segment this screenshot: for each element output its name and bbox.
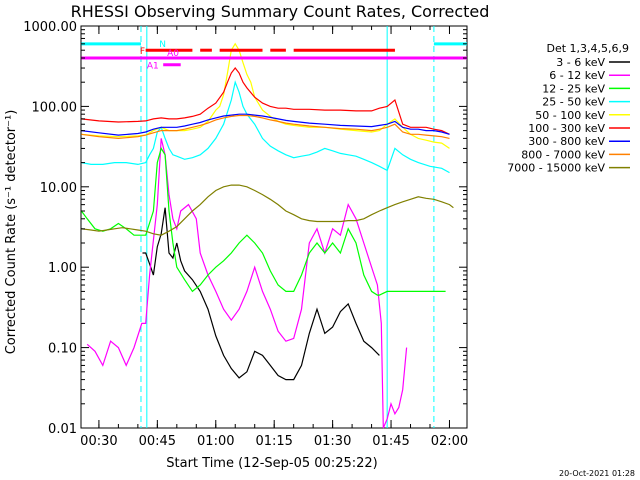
y-axis: 1000.00 100.00 10.00 1.00 0.10 0.01	[23, 20, 467, 437]
legend-label: 100 - 300 keV	[528, 122, 605, 135]
x-tick-label: 00:30	[80, 434, 117, 449]
y-tick-label: 0.01	[48, 422, 77, 437]
series-line	[81, 114, 450, 140]
series-line	[81, 113, 450, 136]
x-tick-label: 00:45	[139, 434, 176, 449]
legend-label: 6 - 12 keV	[549, 69, 605, 82]
legend-label: 12 - 25 keV	[542, 82, 605, 95]
series-line	[86, 138, 408, 429]
x-tick-label: 01:45	[372, 434, 409, 449]
y-tick-label: 100.00	[32, 100, 78, 115]
series-line	[81, 67, 450, 135]
legend-label: 50 - 100 keV	[535, 109, 605, 122]
chart-title: RHESSI Observing Summary Count Rates, Co…	[71, 2, 490, 21]
flag-label: F	[140, 47, 145, 57]
plot-area: N F A0 A1	[80, 25, 468, 429]
y-tick-label: 10.00	[40, 181, 77, 196]
footer-timestamp: 20-Oct-2021 01:28	[559, 469, 635, 478]
series-line	[80, 146, 446, 296]
y-axis-label: Corrected Count Rate (s⁻¹ detector⁻¹)	[4, 110, 19, 355]
series-line	[81, 184, 454, 236]
legend-label: 25 - 50 keV	[542, 96, 605, 109]
x-tick-label: 01:30	[314, 434, 351, 449]
y-tick-label: 0.10	[48, 342, 77, 357]
legend-label: 300 - 800 keV	[528, 135, 605, 148]
y-tick-label: 1.00	[48, 261, 77, 276]
x-tick-label: 01:15	[255, 434, 292, 449]
x-tick-label: 02:00	[431, 434, 468, 449]
legend-label: 800 - 7000 keV	[521, 148, 605, 161]
flag-label: A0	[167, 49, 179, 59]
legend-label: 7000 - 15000 keV	[507, 162, 605, 175]
flag-label: N	[159, 40, 166, 50]
series-line	[81, 80, 450, 174]
x-axis-label: Start Time (12-Sep-05 00:25:22)	[166, 456, 377, 471]
legend-title: Det 1,3,4,5,6,9	[546, 42, 629, 55]
legend-label: 3 - 6 keV	[556, 56, 605, 69]
y-tick-label: 1000.00	[23, 20, 77, 35]
x-axis: 00:30 00:45 01:00 01:15 01:30 01:45 02:00	[80, 26, 468, 449]
plot-frame	[80, 25, 468, 429]
x-tick-label: 01:00	[197, 434, 234, 449]
series-line	[142, 207, 380, 381]
flag-label: A1	[147, 62, 159, 72]
